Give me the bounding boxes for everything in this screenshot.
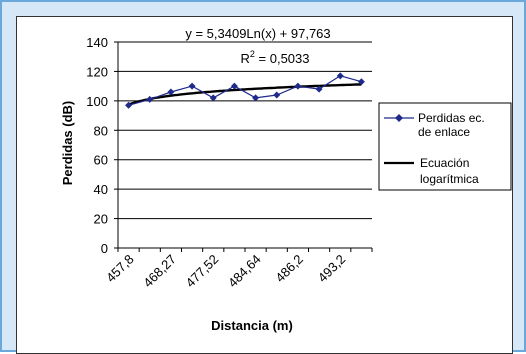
data-point (294, 82, 302, 90)
data-point (273, 91, 281, 99)
legend-series-marker (395, 114, 403, 122)
data-point (167, 88, 175, 96)
r-squared-value: = 0,5033 (255, 51, 310, 66)
x-tick-label: 486,2 (272, 252, 306, 286)
legend-label-perdidas-line2: de enlace (418, 125, 470, 139)
x-tick-label: 468,27 (140, 252, 179, 291)
data-point (336, 72, 344, 80)
trendline-equation: y = 5,3409Ln(x) + 97,763 (185, 26, 330, 41)
series-layer (125, 72, 365, 109)
x-axis-label: Distancia (m) (211, 318, 293, 333)
data-point (125, 101, 133, 109)
r-squared-prefix: R (241, 51, 250, 66)
x-tick-label: 484,64 (225, 252, 264, 291)
data-point (146, 95, 154, 103)
data-point (188, 82, 196, 90)
y-axis-label: Perdidas (dB) (60, 101, 75, 186)
r-squared-label: R2 = 0,5033 (241, 49, 310, 66)
gridlines (118, 41, 372, 220)
x-tick-labels: 457,8 468,27 477,52 484,64 486,2 493,2 (103, 252, 348, 291)
legend-label-ecuacion-line2: logarítmica (420, 172, 479, 186)
legend-label-perdidas-line1: Perdidas ec. (418, 111, 485, 125)
r-squared-superscript: 2 (250, 49, 255, 59)
y-tick-label: 40 (94, 182, 108, 197)
x-tick-label: 457,8 (103, 252, 137, 286)
x-tick-label: 493,2 (315, 252, 349, 286)
y-tick-label: 120 (86, 64, 108, 79)
data-point (357, 78, 365, 86)
x-tick-label: 477,52 (183, 252, 222, 291)
data-point (209, 94, 217, 102)
trendline (128, 83, 362, 106)
axes (114, 41, 373, 252)
legend: Perdidas ec. de enlace Ecuación logarítm… (378, 102, 512, 191)
data-point (315, 85, 323, 93)
y-tick-label: 140 (86, 35, 108, 50)
y-tick-label: 0 (101, 241, 108, 256)
y-tick-label: 60 (94, 153, 108, 168)
data-point (230, 82, 238, 90)
y-tick-labels: 0 20 40 60 80 100 120 140 (86, 35, 108, 256)
data-point (252, 94, 260, 102)
series-line (128, 75, 362, 106)
trendline-layer (128, 83, 362, 106)
y-tick-label: 80 (94, 123, 108, 138)
legend-label-ecuacion-line1: Ecuación (420, 156, 469, 170)
y-tick-label: 20 (94, 212, 108, 227)
y-tick-label: 100 (86, 94, 108, 109)
